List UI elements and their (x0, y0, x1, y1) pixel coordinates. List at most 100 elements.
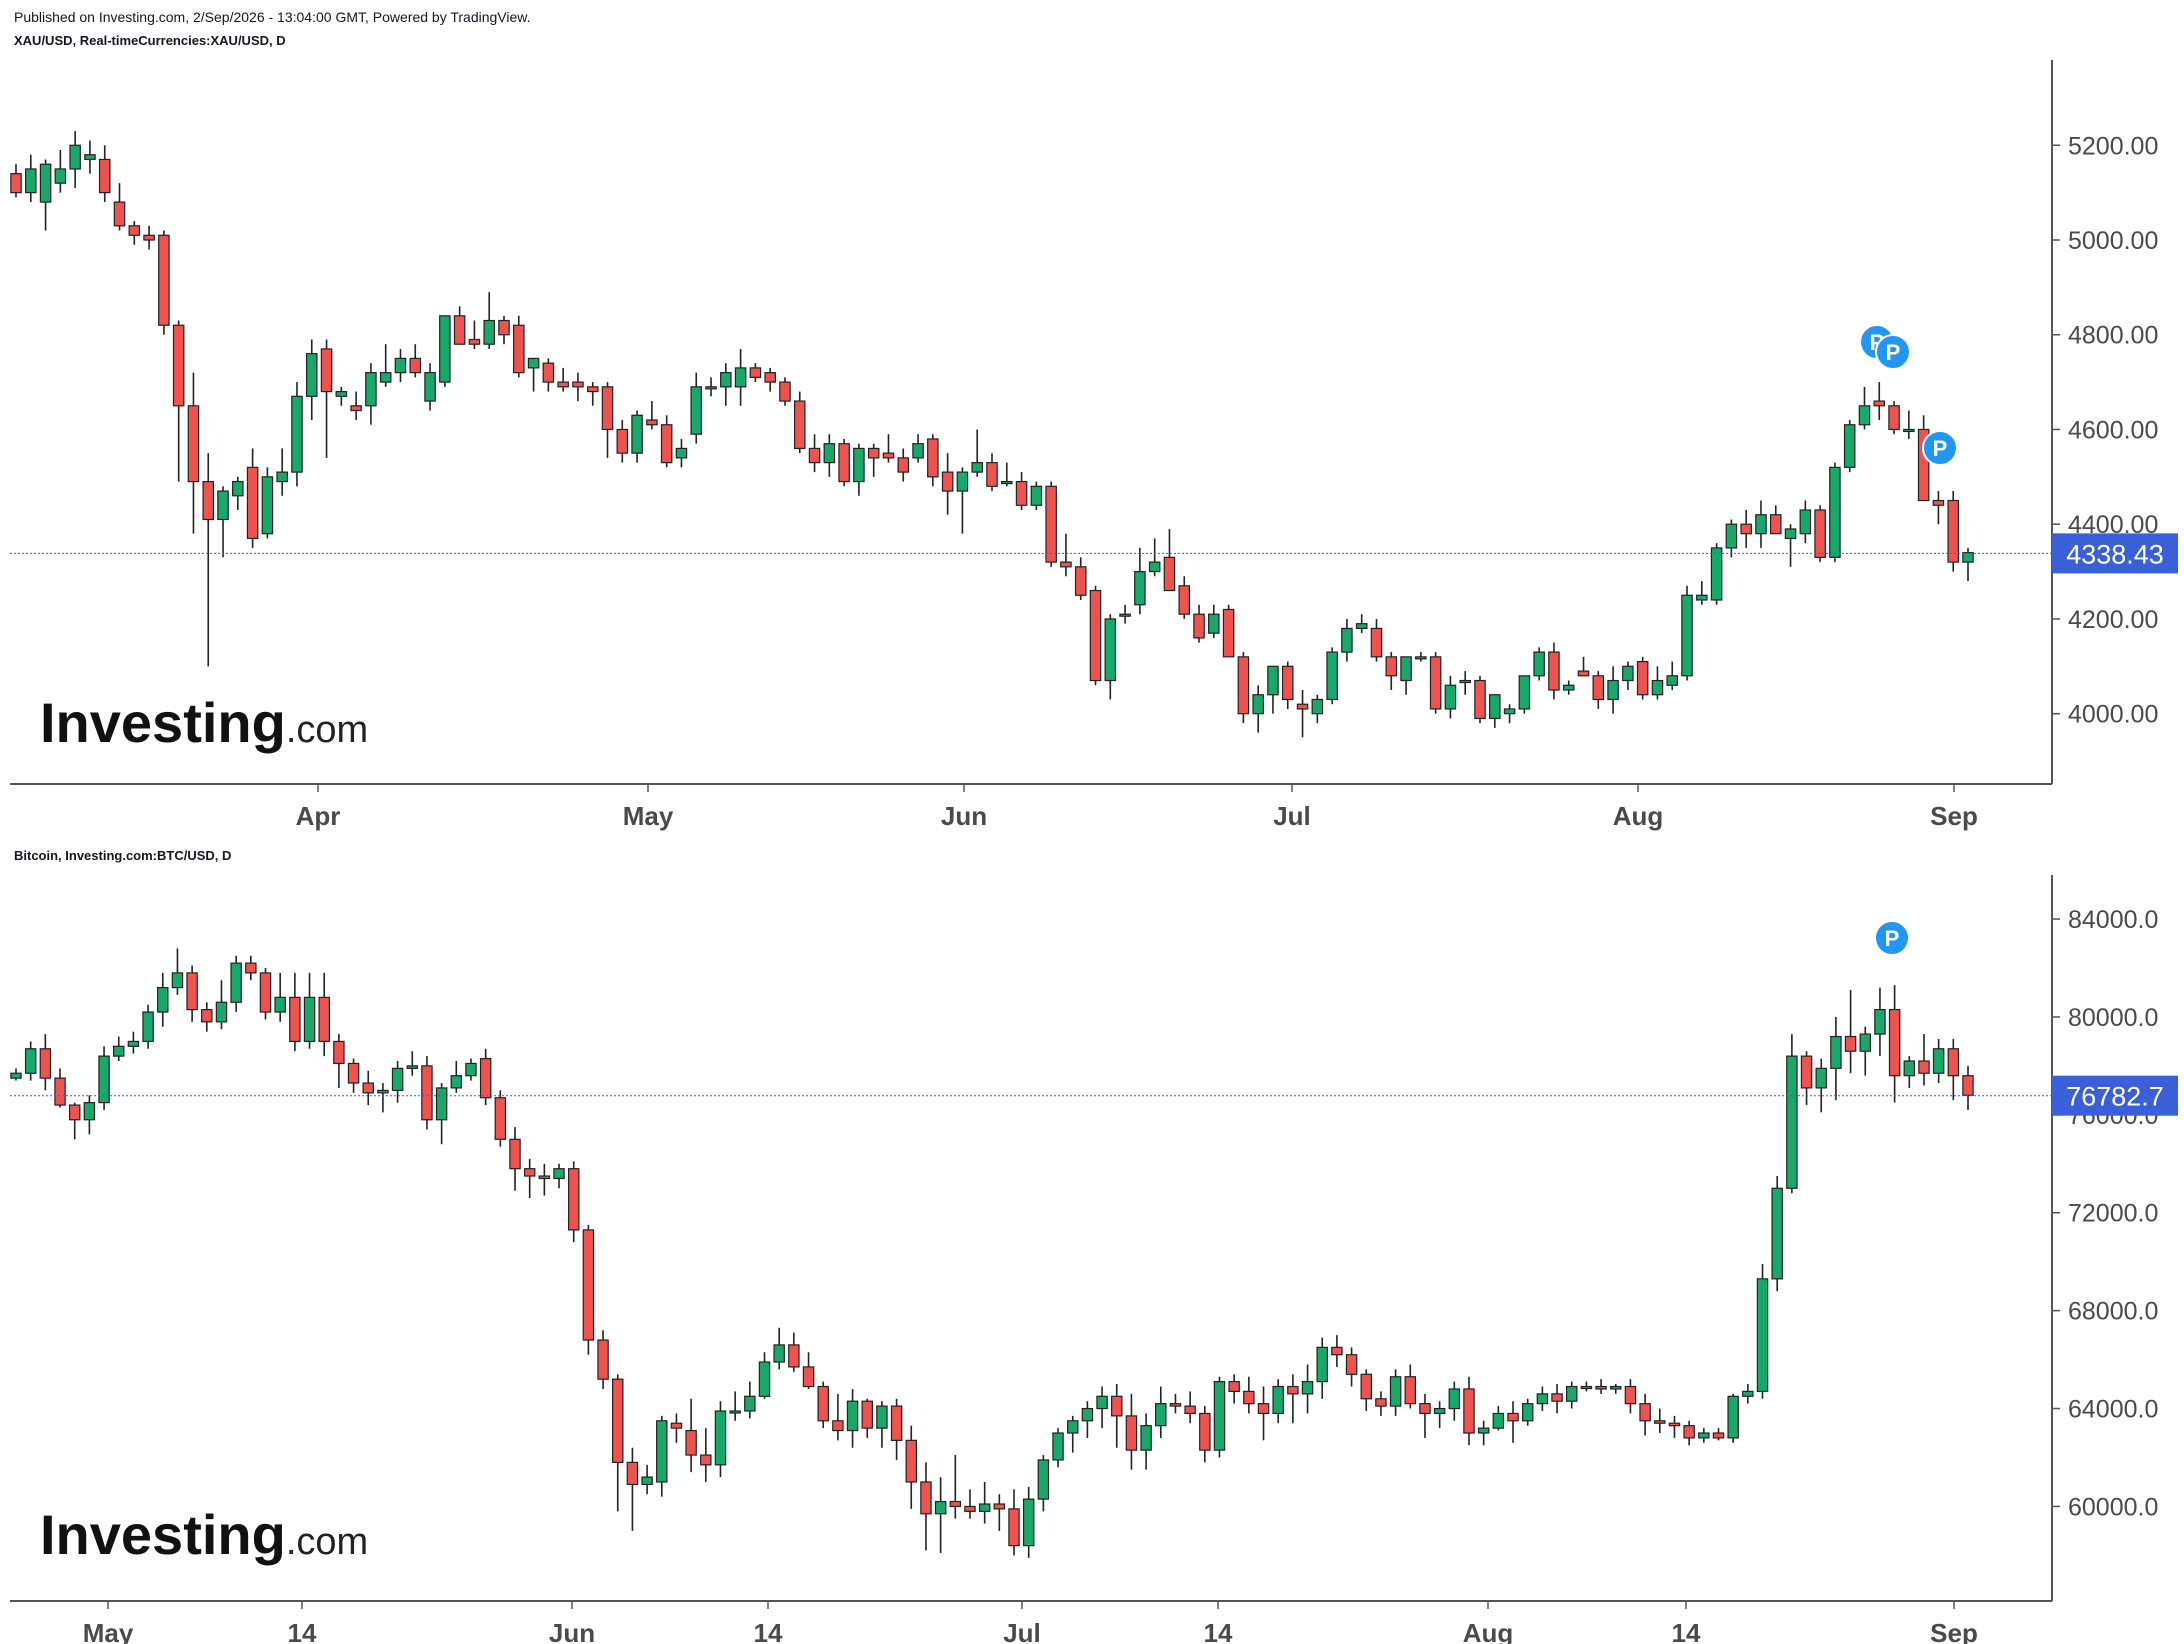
candle[interactable] (1178, 576, 1191, 619)
candle[interactable] (1489, 694, 1501, 728)
candle[interactable] (1592, 671, 1605, 709)
candle[interactable] (98, 145, 111, 203)
candle[interactable] (1444, 675, 1457, 719)
candle[interactable] (890, 1398, 903, 1460)
candle[interactable] (261, 467, 274, 539)
candle[interactable] (39, 1034, 52, 1091)
candle[interactable] (861, 1398, 873, 1438)
candle[interactable] (259, 968, 272, 1020)
candle[interactable] (1533, 647, 1545, 681)
candle[interactable] (927, 434, 939, 487)
candle[interactable] (1045, 481, 1057, 567)
candle[interactable] (113, 183, 126, 231)
candle[interactable] (1668, 1415, 1681, 1438)
candle[interactable] (1917, 415, 1930, 502)
candle[interactable] (1577, 656, 1590, 677)
candle[interactable] (1375, 1391, 1387, 1416)
candle[interactable] (1296, 690, 1309, 738)
candle[interactable] (934, 1477, 947, 1553)
candle[interactable] (823, 434, 836, 477)
candle[interactable] (1710, 543, 1723, 605)
candle[interactable] (572, 372, 584, 402)
candle[interactable] (1311, 694, 1324, 724)
candle[interactable] (1474, 675, 1486, 724)
candle[interactable] (406, 1051, 419, 1076)
candle[interactable] (758, 1352, 771, 1399)
candle[interactable] (1237, 652, 1250, 724)
bitcoin-chart-panel[interactable]: 60000.064000.068000.072000.076000.080000… (10, 875, 2178, 1644)
candle[interactable] (289, 972, 301, 1052)
candle[interactable] (882, 434, 895, 463)
candle[interactable] (468, 320, 481, 349)
candle[interactable] (291, 382, 303, 487)
candle[interactable] (143, 225, 155, 250)
candle[interactable] (941, 453, 954, 515)
candle[interactable] (956, 467, 969, 534)
candle[interactable] (1459, 671, 1471, 695)
candle[interactable] (1119, 604, 1131, 624)
candle[interactable] (601, 382, 614, 458)
candle[interactable] (1769, 505, 1782, 535)
candle[interactable] (920, 1462, 932, 1551)
candle[interactable] (1037, 1455, 1050, 1512)
candle[interactable] (793, 391, 806, 454)
candle[interactable] (646, 401, 658, 430)
candle[interactable] (986, 453, 998, 492)
candle[interactable] (626, 1447, 639, 1531)
candle[interactable] (557, 367, 569, 392)
candle[interactable] (347, 1058, 360, 1093)
candle[interactable] (217, 486, 229, 558)
candle[interactable] (1843, 420, 1856, 473)
candle[interactable] (465, 1058, 477, 1081)
candle[interactable] (631, 410, 643, 463)
candle[interactable] (1389, 1369, 1402, 1416)
candle[interactable] (1595, 1379, 1607, 1394)
candle[interactable] (1636, 656, 1649, 700)
candle[interactable] (1267, 665, 1279, 714)
candle[interactable] (1771, 1176, 1783, 1292)
candle[interactable] (25, 154, 37, 203)
candle[interactable] (1199, 1406, 1211, 1463)
candle[interactable] (1610, 1384, 1622, 1394)
candle[interactable] (1355, 614, 1368, 634)
candle[interactable] (1800, 1051, 1813, 1106)
candle[interactable] (128, 221, 141, 245)
candle[interactable] (1022, 1486, 1035, 1558)
candle[interactable] (1213, 1376, 1226, 1458)
candle[interactable] (1580, 1381, 1593, 1392)
candle[interactable] (1169, 1393, 1182, 1414)
candle[interactable] (897, 448, 910, 482)
p-badge-icon[interactable]: P (1922, 430, 1958, 466)
candle[interactable] (24, 1041, 37, 1081)
candle[interactable] (1536, 1386, 1549, 1411)
candle[interactable] (1096, 1386, 1108, 1429)
candle[interactable] (1326, 647, 1338, 705)
candle[interactable] (808, 434, 821, 473)
candle[interactable] (171, 948, 184, 995)
candle[interactable] (1947, 491, 1959, 572)
candle[interactable] (817, 1381, 829, 1429)
candle[interactable] (912, 434, 924, 463)
candle[interactable] (1228, 1374, 1240, 1404)
candle[interactable] (1341, 618, 1353, 662)
candle[interactable] (1433, 1401, 1446, 1429)
candle[interactable] (1111, 1384, 1123, 1448)
candle[interactable] (453, 306, 466, 345)
candle[interactable] (853, 443, 865, 496)
candle[interactable] (245, 955, 257, 981)
candle[interactable] (274, 972, 286, 1022)
candle[interactable] (1252, 685, 1264, 733)
candle[interactable] (1565, 1381, 1578, 1409)
candle[interactable] (1562, 680, 1575, 695)
candle[interactable] (1507, 1401, 1519, 1443)
candle[interactable] (586, 382, 599, 406)
candle[interactable] (483, 292, 495, 349)
candle[interactable] (705, 377, 717, 397)
candle[interactable] (320, 339, 333, 458)
candle[interactable] (1844, 990, 1857, 1074)
candle[interactable] (656, 1415, 668, 1497)
candle[interactable] (616, 420, 629, 463)
candle[interactable] (675, 438, 688, 468)
candle[interactable] (335, 386, 348, 406)
candle[interactable] (523, 1158, 536, 1199)
